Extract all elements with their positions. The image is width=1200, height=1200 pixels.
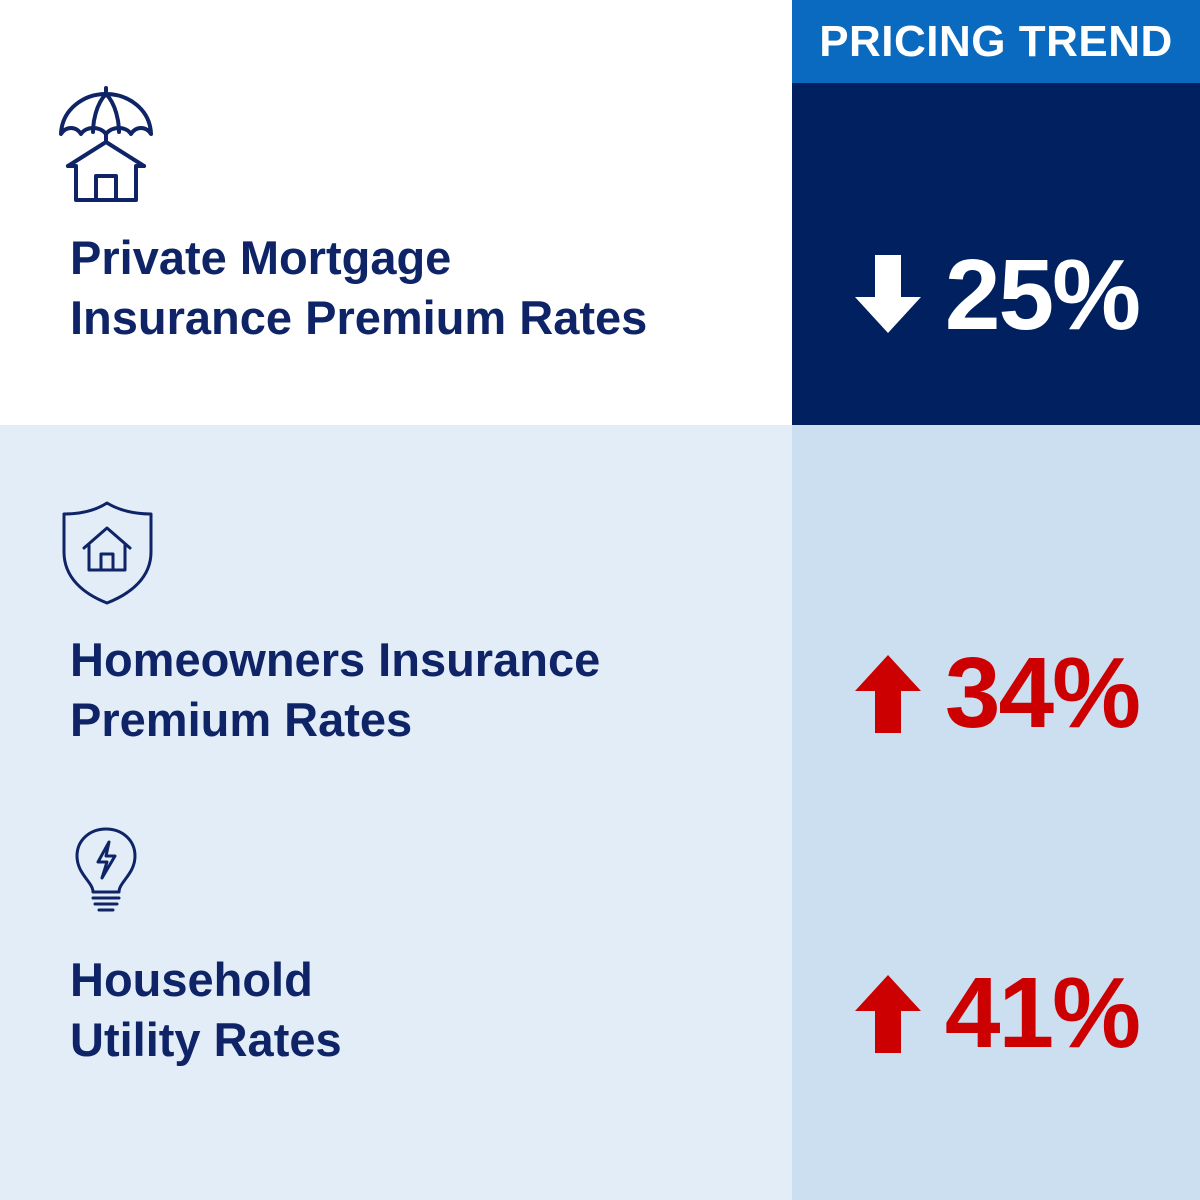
shield-house-icon [60,500,155,606]
value-homeowners-insurance: 34% [792,628,1200,758]
top-right-value-panel [792,83,1200,425]
umbrella-house-icon [56,84,156,204]
value-private-mortgage-insurance: 25% [792,230,1200,360]
header-title: PRICING TREND [819,16,1173,66]
top-left-panel [0,0,792,425]
arrow-up-icon [854,655,921,733]
pricing-trend-header: PRICING TREND [792,0,1200,83]
bottom-right-value-panel [792,425,1200,1200]
value-household-utility-rates: 41% [792,948,1200,1078]
row-label-household-utility-rates: Household Utility Rates [70,953,342,1066]
bottom-left-panel [0,425,792,1200]
arrow-down-icon [854,255,921,333]
row-label-homeowners-insurance: Homeowners Insurance Premium Rates [70,633,601,746]
percent-value: 25% [944,239,1141,351]
lightbulb-bolt-icon [73,826,139,918]
percent-value: 34% [944,637,1141,749]
percent-value: 41% [944,957,1141,1069]
row-label-private-mortgage-insurance: Private Mortgage Insurance Premium Rates [70,231,648,344]
arrow-up-icon [854,975,921,1053]
